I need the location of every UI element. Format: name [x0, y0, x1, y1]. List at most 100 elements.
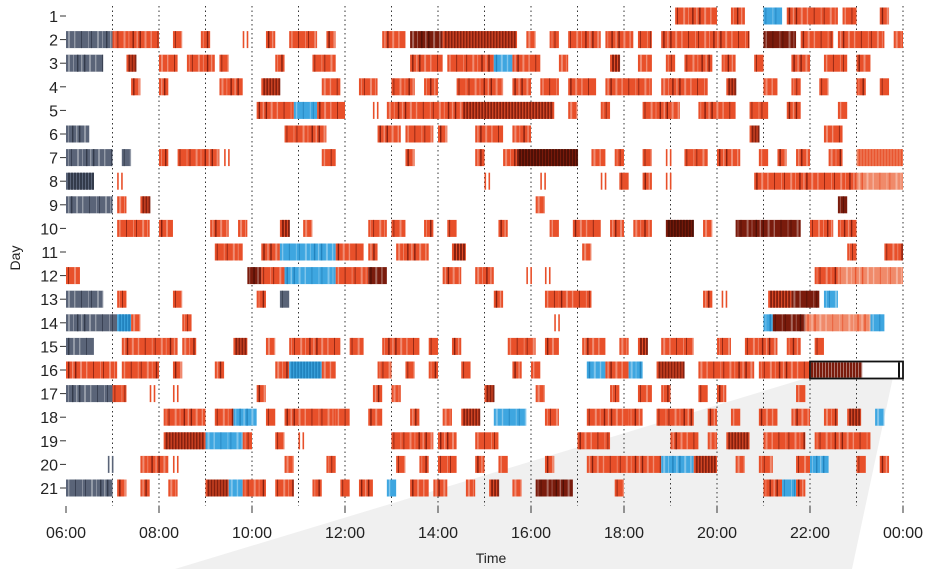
activity-interval-day7-14 — [684, 149, 708, 167]
activity-stripe — [687, 408, 689, 426]
activity-stripe — [444, 267, 447, 285]
activity-stripe — [658, 361, 661, 379]
activity-stripe — [114, 385, 116, 403]
activity-stripe — [667, 385, 669, 403]
activity-stripe — [315, 361, 318, 379]
activity-stripe — [732, 408, 735, 426]
activity-stripe — [444, 31, 447, 49]
activity-stripe — [323, 125, 326, 143]
activity-stripe — [592, 31, 594, 49]
activity-interval-day16-9 — [428, 361, 438, 379]
y-tick-label-day-14: 14 — [40, 316, 58, 333]
activity-stripe — [860, 31, 862, 49]
activity-stripe — [430, 337, 432, 355]
activity-interval-day14-6 — [772, 314, 806, 332]
activity-interval-day18-12 — [586, 408, 629, 426]
activity-stripe — [262, 479, 265, 497]
activity-block — [614, 149, 624, 167]
activity-stripe — [495, 31, 498, 49]
activity-interval-day14-5 — [763, 314, 773, 332]
activity-interval-day10-5 — [303, 219, 313, 237]
activity-stripe — [465, 78, 467, 96]
activity-interval-day19-0 — [163, 432, 206, 450]
activity-stripe — [780, 219, 782, 237]
activity-stripe — [711, 219, 713, 237]
activity-stripe — [717, 31, 719, 49]
activity-stripe — [803, 361, 805, 379]
activity-block — [242, 432, 252, 450]
activity-stripe — [171, 432, 174, 450]
activity-interval-day4-13 — [661, 78, 708, 96]
activity-interval-day20-10 — [544, 455, 555, 473]
activity-stripe — [151, 455, 153, 473]
activity-stripe — [207, 432, 210, 450]
activity-stripe — [830, 267, 832, 285]
activity-stripe — [189, 432, 192, 450]
activity-stripe — [552, 149, 555, 167]
activity-stripe — [518, 361, 520, 379]
activity-tick — [488, 172, 491, 190]
activity-interval-day10-9 — [447, 219, 457, 237]
activity-block — [121, 149, 132, 167]
activity-stripe — [71, 172, 73, 190]
activity-stripe — [137, 337, 140, 355]
activity-stripe — [615, 219, 617, 237]
activity-stripe — [610, 408, 613, 426]
activity-stripe — [676, 337, 677, 355]
activity-interval-day3-10 — [512, 54, 541, 72]
activity-stripe — [520, 479, 522, 497]
activity-stripe — [423, 479, 425, 497]
activity-interval-day14-3 — [182, 314, 192, 332]
activity-stripe — [404, 78, 406, 96]
activity-stripe — [227, 432, 229, 450]
activity-stripe — [79, 125, 81, 143]
activity-stripe — [588, 361, 591, 379]
activity-interval-day19-7 — [475, 432, 499, 450]
activity-stripe — [79, 385, 81, 403]
activity-stripe — [165, 408, 167, 426]
activity-interval-day12-1 — [247, 267, 262, 285]
activity-block — [819, 78, 829, 96]
activity-interval-day7-11 — [614, 149, 624, 167]
activity-stripe — [881, 455, 884, 473]
activity-stripe — [551, 479, 553, 497]
activity-stripe — [529, 101, 532, 119]
activity-stripe — [477, 432, 479, 450]
activity-stripe — [697, 54, 699, 72]
activity-stripe — [287, 219, 290, 237]
activity-stripe — [414, 432, 416, 450]
activity-stripe — [516, 337, 518, 355]
activity-stripe — [453, 243, 456, 261]
activity-stripe — [743, 455, 745, 473]
activity-stripe — [72, 125, 74, 143]
activity-stripe — [779, 290, 782, 308]
activity-stripe — [816, 267, 818, 285]
activity-block — [419, 455, 429, 473]
activity-interval-day17-12 — [698, 385, 708, 403]
activity-stripe — [511, 101, 514, 119]
activity-stripe — [500, 455, 502, 473]
activity-interval-day13-1 — [117, 290, 127, 308]
activity-interval-day21-16 — [512, 479, 522, 497]
activity-stripe — [409, 432, 412, 450]
activity-block — [628, 361, 643, 379]
activity-interval-day17-8 — [535, 385, 546, 403]
activity-stripe — [235, 408, 237, 426]
activity-stripe — [216, 361, 219, 379]
activity-stripe — [293, 125, 295, 143]
activity-stripe — [540, 479, 542, 497]
activity-stripe — [155, 361, 158, 379]
activity-block — [219, 54, 229, 72]
activity-stripe — [664, 361, 667, 379]
activity-stripe — [498, 31, 501, 49]
activity-stripe — [825, 432, 828, 450]
activity-stripe — [625, 455, 628, 473]
activity-stripe — [825, 267, 828, 285]
activity-block — [661, 455, 694, 473]
activity-stripe — [444, 408, 447, 426]
activity-tick — [153, 385, 156, 403]
activity-stripe — [825, 290, 827, 308]
activity-stripe — [805, 54, 808, 72]
activity-stripe — [222, 408, 225, 426]
activity-stripe — [839, 31, 842, 49]
